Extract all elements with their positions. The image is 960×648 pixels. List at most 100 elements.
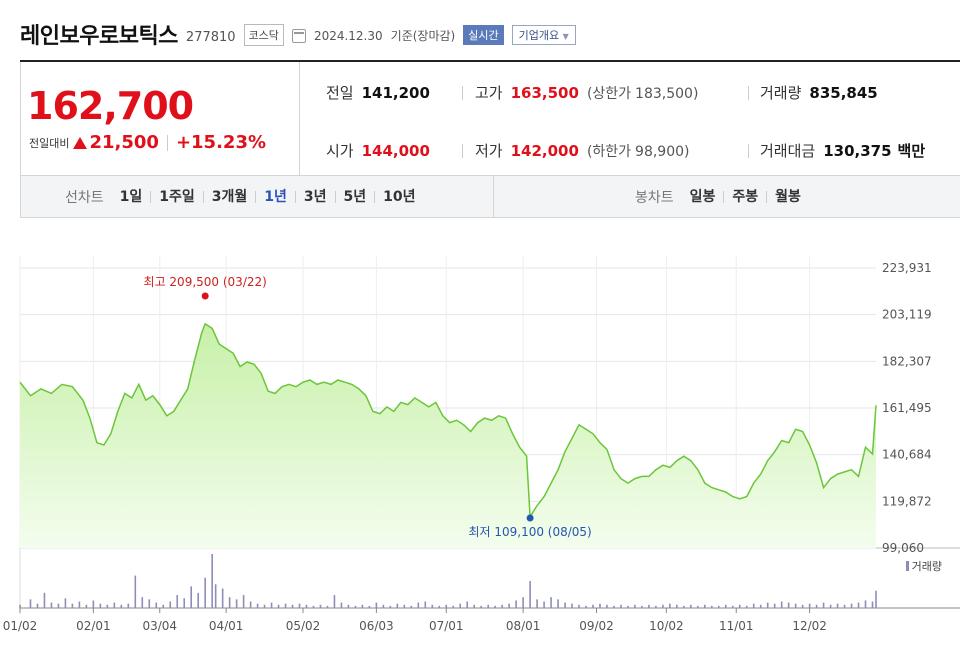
volume-bar <box>780 601 783 608</box>
volume-bar <box>340 602 343 608</box>
volume-bar <box>270 602 273 608</box>
y-tick-label: 140,684 <box>882 448 932 462</box>
volume-bar <box>585 605 587 608</box>
volume-bar <box>613 605 615 608</box>
volume-bar <box>120 604 123 608</box>
volume-bar <box>738 604 741 608</box>
volume-bar <box>592 604 594 608</box>
volume-bar <box>599 603 601 608</box>
open-price: 시가 144,000 <box>326 140 430 161</box>
tab-monthly[interactable]: 월봉 <box>766 190 809 204</box>
day-low: 저가 142,000 (하한가 98,900) <box>475 140 690 161</box>
current-price: 162,700 <box>27 84 194 128</box>
volume-bar <box>564 602 566 608</box>
x-tick-label: 07/01 <box>429 619 464 633</box>
volume-bar <box>522 597 524 608</box>
day-low-value: 142,000 <box>510 142 579 160</box>
volume-bar <box>375 602 378 608</box>
volume-bar <box>298 603 301 608</box>
volume-bar <box>641 605 643 608</box>
quote-date-suffix: 기준(장마감) <box>390 29 456 43</box>
tab-weekly[interactable]: 주봉 <box>723 190 766 204</box>
volume-bar <box>71 603 74 608</box>
volume-bar <box>669 603 671 608</box>
volume-bar <box>529 581 531 608</box>
trade-amount: 거래대금 130,375 백만 <box>760 140 925 161</box>
divider <box>493 176 494 218</box>
volume-bar <box>431 604 434 608</box>
tab-10y[interactable]: 10년 <box>374 190 423 204</box>
chart-tabs: 선차트 1일 1주일 3개월 1년 3년 5년 10년 봉차트 일봉 주봉 월봉 <box>20 176 960 218</box>
day-low-label: 저가 <box>475 142 503 160</box>
volume-bar <box>445 604 448 608</box>
volume-bar <box>466 601 469 608</box>
quote-summary: 162,700 전일대비 21,500 +15.23% 전일 141,200 고… <box>20 60 960 176</box>
day-high-value: 163,500 <box>510 84 579 102</box>
volume-bar <box>550 597 552 608</box>
volume-bar <box>724 604 727 608</box>
trade-amount-label: 거래대금 <box>760 142 816 160</box>
realtime-button[interactable]: 실시간 <box>463 25 504 45</box>
volume-bar <box>354 605 357 608</box>
corp-overview-button[interactable]: 기업개요 ▼ <box>511 25 576 45</box>
volume-legend-label: 거래량 <box>911 560 942 573</box>
volume-bar <box>214 584 217 608</box>
lower-limit-label: (하한가 <box>586 144 632 160</box>
tab-daily[interactable]: 일봉 <box>689 189 716 205</box>
up-arrow-icon <box>73 136 88 149</box>
volume-bar <box>808 603 811 608</box>
tab-1d[interactable]: 1일 <box>119 189 143 205</box>
divider <box>462 86 463 100</box>
volume-bar <box>822 602 825 608</box>
volume-legend-swatch <box>905 561 909 571</box>
low-marker <box>526 514 534 522</box>
volume-bar <box>43 592 46 608</box>
volume-bar <box>717 605 720 608</box>
volume-bar <box>396 603 399 608</box>
high-annotation: 최고 209,500 (03/22) <box>144 275 267 289</box>
x-tick-label: 09/02 <box>579 619 614 633</box>
chart-svg: 223,931 203,119 182,307 161,495 140,684 119,8… <box>3 256 960 633</box>
volume-bar <box>829 604 832 608</box>
current-price-panel: 162,700 전일대비 21,500 +15.23% <box>20 62 300 176</box>
volume-bar <box>571 603 573 608</box>
volume-bar <box>676 604 678 608</box>
volume-bar <box>578 604 580 608</box>
volume-bar <box>501 604 503 608</box>
tab-3m[interactable]: 3개월 <box>202 190 256 204</box>
volume-bar <box>141 597 144 608</box>
volume-bar <box>127 603 130 608</box>
volume-bar <box>620 604 622 608</box>
volume-bar <box>134 575 137 608</box>
volume-bar <box>305 604 308 608</box>
tab-1w[interactable]: 1주일 <box>150 190 203 204</box>
volume-bar <box>704 604 706 608</box>
volume-bar <box>745 605 748 608</box>
line-chart-tabs: 선차트 1일 1주일 3개월 1년 3년 5년 10년 <box>65 176 424 218</box>
volume-bar <box>690 604 692 608</box>
chevron-down-icon: ▼ <box>562 32 569 41</box>
volume-bar <box>347 604 350 608</box>
trade-amount-value: 130,375 <box>823 142 892 160</box>
volume-bar <box>389 605 392 608</box>
prev-close: 전일 141,200 <box>326 82 430 103</box>
volume-bar <box>773 603 776 608</box>
tab-3y[interactable]: 3년 <box>294 190 335 204</box>
volume-bar <box>403 604 406 608</box>
divider <box>462 144 463 158</box>
volume-bar <box>190 586 192 608</box>
volume-bar <box>543 601 545 608</box>
x-tick-label: 05/02 <box>286 619 321 633</box>
volume-bar <box>50 602 53 608</box>
y-tick-label: 203,119 <box>882 308 932 322</box>
volume-bar <box>697 605 699 608</box>
prev-close-label: 전일 <box>326 84 354 102</box>
x-tick-label: 12/02 <box>792 619 827 633</box>
volume-bar <box>815 604 818 608</box>
tab-1y[interactable]: 1년 <box>255 190 295 204</box>
volume-bar <box>752 603 755 608</box>
trade-amount-unit: 백만 <box>897 142 926 160</box>
tab-5y[interactable]: 5년 <box>334 190 375 204</box>
divider <box>748 86 749 100</box>
volume-bar <box>92 600 95 608</box>
